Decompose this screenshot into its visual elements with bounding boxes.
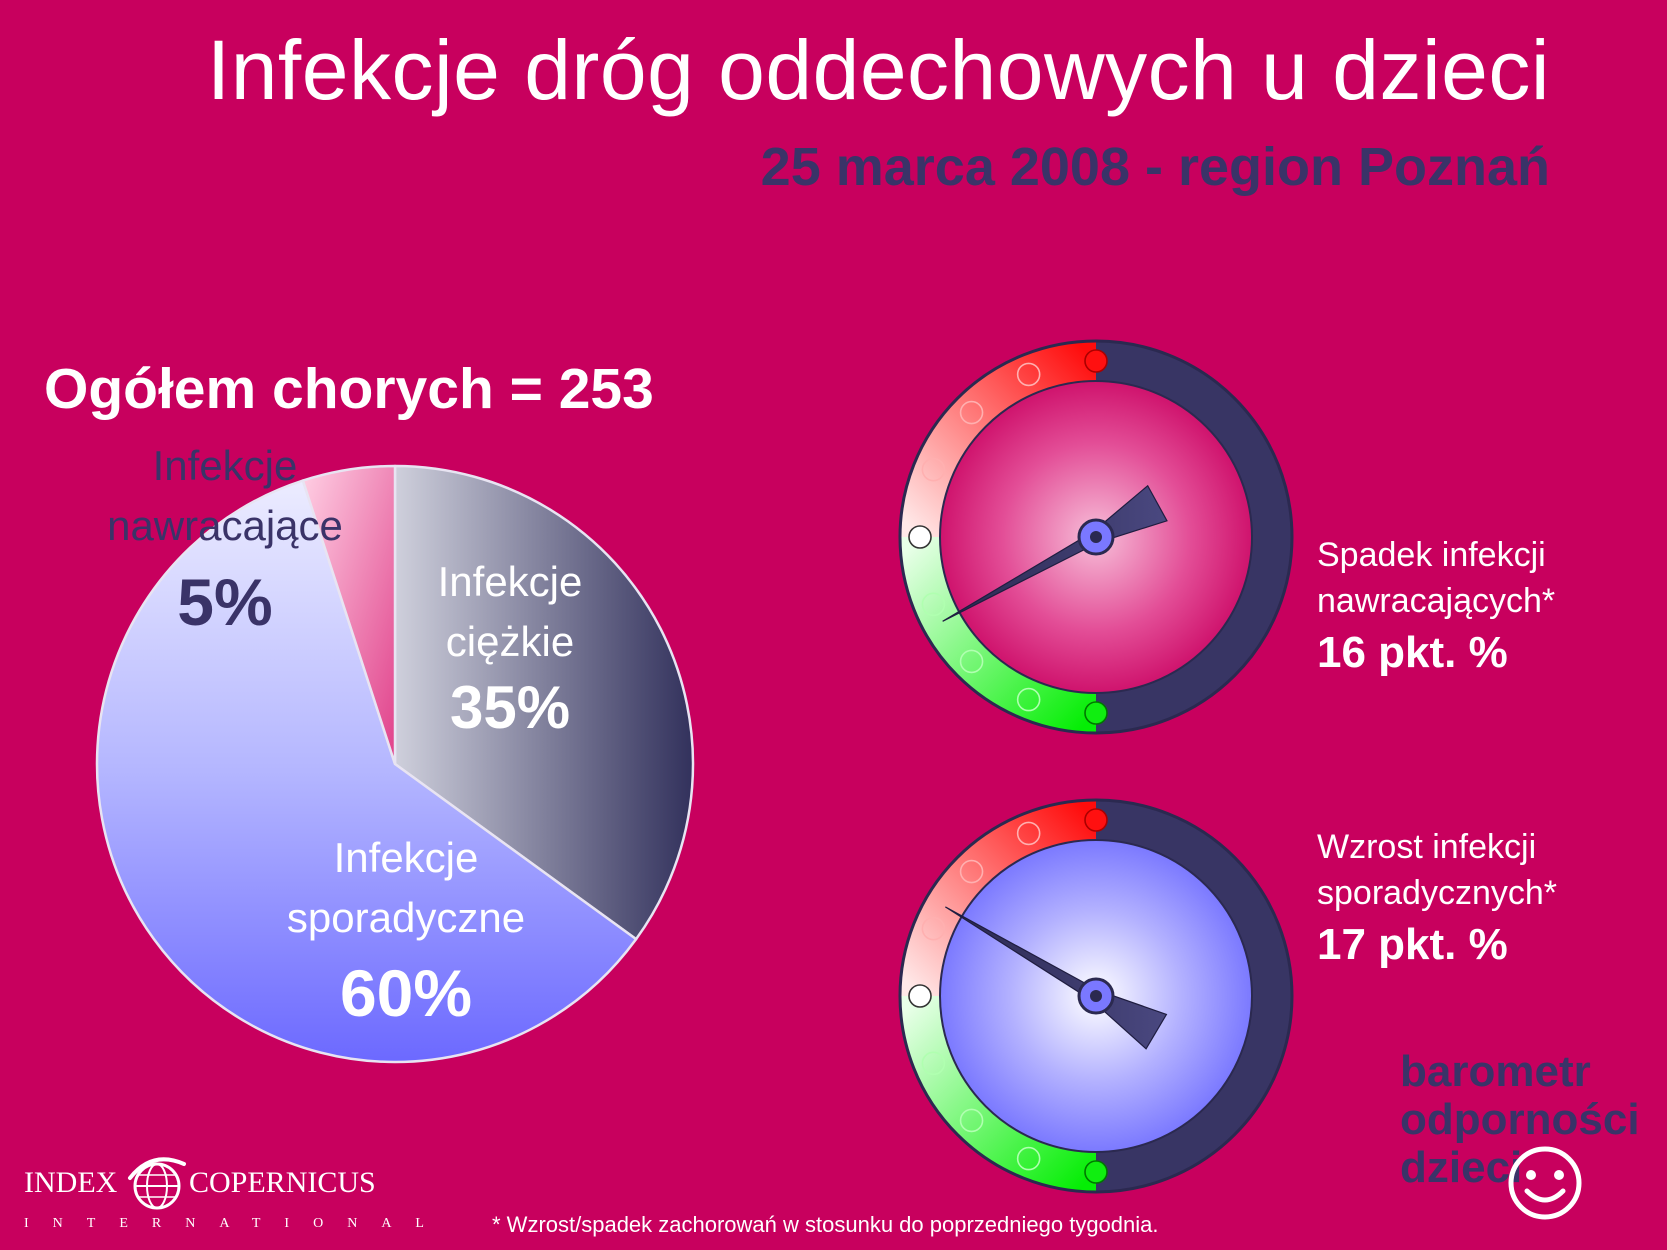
gauge-1-tick-dot [959, 1108, 984, 1133]
pie-label-severe-line2: ciężkie [446, 618, 574, 665]
gauge-0-tick-dot [1084, 349, 1108, 373]
gauge-0-tick-dot [921, 592, 946, 617]
gauge-0-red-arc [900, 341, 1097, 538]
pie-slice-sporadic [95, 479, 638, 1064]
total-patients-label: Ogółem chorych = 253 [44, 357, 654, 421]
pie-label-sporadic-line2: sporadyczne [287, 894, 525, 941]
pie-value-sporadic: 60% [340, 956, 472, 1030]
brand-line2: odporności [1400, 1095, 1640, 1144]
gauge-1-hub-center [1090, 990, 1102, 1002]
gauge-1-tick-dot [1016, 821, 1041, 846]
gauge-0-hub-center [1090, 531, 1102, 543]
gauge-0-tick-dot [959, 649, 984, 674]
pie-slice-recurrent [301, 464, 397, 766]
gauge-0-tick-dot [959, 400, 984, 425]
gauge-1-tick-dot [921, 1051, 946, 1076]
pie-value-severe: 35% [450, 674, 570, 741]
pie-label-recurrent-line1: Infekcje [153, 442, 298, 489]
gauge-1-tick-dot [1084, 808, 1108, 832]
gauge-0-tick-dot [1016, 362, 1041, 387]
pie-labels: Infekcje ciężkie 35% Infekcje sporadyczn… [107, 442, 582, 1030]
gauge-0-outer-rim [898, 339, 1294, 735]
page-subtitle: 25 marca 2008 - region Poznań [760, 137, 1550, 197]
gauge-sporadic-label: Wzrost infekcji sporadycznych* 17 pkt. % [1317, 824, 1557, 974]
gauge-sporadic-line2: sporadycznych* [1317, 874, 1558, 912]
smiley-icon [1508, 1146, 1582, 1220]
pie-slice-severe [393, 464, 695, 941]
brand-line1: barometr [1400, 1047, 1591, 1096]
gauge-recurrent [898, 339, 1294, 735]
pie-label-severe-line1: Infekcje [438, 558, 583, 605]
page-title: Infekcje dróg oddechowych u dzieci [206, 23, 1550, 117]
gauge-0-dark-arc [1095, 341, 1292, 733]
pie-label-recurrent-line2: nawracające [107, 502, 343, 549]
gauge-1-tick-dot [921, 916, 946, 941]
pie-chart [95, 464, 695, 1064]
gauge-0-tick-dot [921, 457, 946, 482]
gauge-sporadic-line1: Wzrost infekcji [1317, 828, 1537, 866]
pie-label-sporadic-line1: Infekcje [334, 834, 479, 881]
gauge-1-green-arc [900, 995, 1097, 1192]
gauge-recurrent-label: Spadek infekcji nawracających* 16 pkt. % [1317, 532, 1555, 682]
gauge-1-tick-dot [1016, 1146, 1041, 1171]
gauge-sporadic [898, 798, 1294, 1194]
gauge-recurrent-line2: nawracających* [1317, 582, 1556, 620]
gauge-0-tick-dot [1084, 701, 1108, 725]
gauge-1-dark-arc [1095, 800, 1292, 1192]
brand-line3: dzieci [1400, 1143, 1523, 1192]
gauge-1-tick-dot [1084, 1160, 1108, 1184]
gauge-recurrent-value: 16 pkt. % [1317, 628, 1508, 677]
logo-word-copernicus: COPERNICUS [189, 1166, 376, 1199]
gauge-1-tick-dot [908, 984, 932, 1008]
gauge-0-tick-dot [908, 525, 932, 549]
logo-word-international: INTERNATIONAL [24, 1216, 448, 1231]
gauge-recurrent-line1: Spadek infekcji [1317, 536, 1546, 574]
globe-icon [128, 1157, 186, 1210]
logo-word-index: INDEX [24, 1166, 118, 1199]
gauge-0-tick-dot [1016, 687, 1041, 712]
gauge-0-green-arc [900, 536, 1097, 733]
gauge-1-needle [945, 906, 1168, 1050]
gauge-sporadic-value: 17 pkt. % [1317, 920, 1508, 969]
pie-value-recurrent: 5% [177, 565, 272, 639]
gauge-1-tick-dot [959, 859, 984, 884]
gauge-1-red-arc [900, 800, 1097, 997]
brand-barometr: barometr odporności dzieci [1400, 1048, 1640, 1192]
gauge-1-outer-rim [898, 798, 1294, 1194]
gauge-0-needle [942, 484, 1168, 622]
footnote: * Wzrost/spadek zachorowań w stosunku do… [492, 1212, 1159, 1237]
